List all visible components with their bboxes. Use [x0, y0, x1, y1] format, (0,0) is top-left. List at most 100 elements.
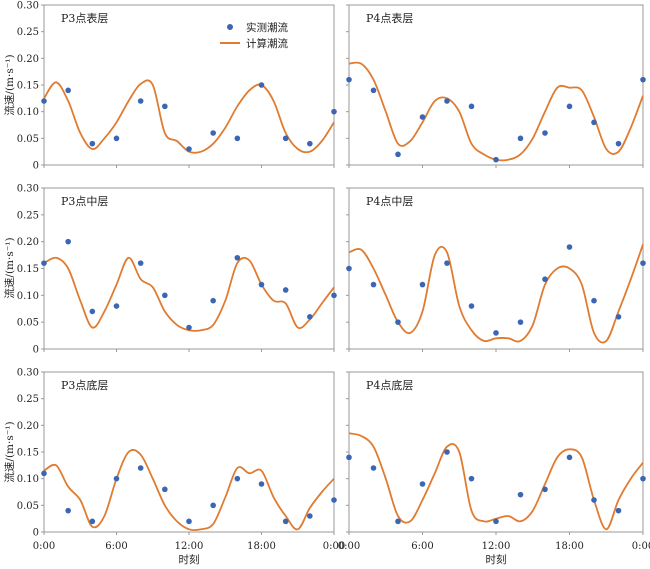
- observed-point: [186, 146, 192, 152]
- observed-point: [162, 292, 168, 299]
- y-tick-label: 0.25: [17, 210, 39, 221]
- observed-point: [89, 140, 96, 147]
- observed-point: [615, 507, 622, 514]
- observed-point: [566, 454, 573, 461]
- observed-point: [162, 486, 168, 493]
- y-tick-label: 0.30: [17, 1, 39, 12]
- observed-point: [542, 276, 548, 283]
- y-tick-label: 0.20: [17, 237, 39, 248]
- x-axis-title: 时刻: [486, 553, 507, 566]
- observed-point: [282, 518, 289, 525]
- observed-point: [591, 497, 597, 503]
- observed-point: [307, 140, 313, 147]
- observed-point: [419, 281, 426, 288]
- observed-point: [258, 82, 265, 88]
- observed-point: [89, 518, 96, 525]
- observed-point: [468, 303, 475, 309]
- observed-point: [615, 314, 622, 320]
- observed-point: [137, 260, 144, 266]
- y-tick-label: 0.05: [17, 501, 39, 512]
- observed-point: [395, 518, 401, 525]
- observed-point: [282, 135, 289, 142]
- observed-point: [370, 87, 377, 94]
- observed-point: [234, 475, 241, 482]
- observed-point: [89, 308, 96, 315]
- y-tick-label: 0.05: [17, 134, 39, 145]
- x-tick-label: 0:00: [338, 541, 360, 552]
- observed-point: [331, 292, 337, 299]
- panel-1: 0 0.05 0.10 0.15 0.20 0.25 0.30 P3点表层: [17, 1, 337, 172]
- y-tick-label: 0.10: [17, 107, 39, 118]
- observed-point: [346, 76, 352, 83]
- x-axis-title: 时刻: [179, 553, 200, 566]
- observed-point: [468, 103, 475, 110]
- y-tick-label: 0.10: [17, 291, 39, 302]
- observed-point: [210, 502, 216, 509]
- y-tick-label: 0.30: [17, 184, 39, 195]
- observed-point: [41, 470, 47, 477]
- observed-point: [493, 518, 499, 525]
- x-tick-label: 18:00: [555, 541, 584, 552]
- computed-series-line: [43, 79, 335, 154]
- panel-3: 0 0.05 0.10 0.15 0.20 0.25 0.30 P3点中层: [17, 184, 337, 356]
- observed-point: [640, 76, 646, 83]
- observed-point: [65, 87, 71, 94]
- observed-point: [113, 135, 120, 142]
- computed-series-line: [43, 449, 335, 532]
- observed-point: [346, 454, 352, 461]
- observed-point: [331, 108, 337, 115]
- y-tick-label: 0.25: [17, 27, 39, 38]
- x-tick-label: 6:00: [411, 541, 433, 552]
- observed-point: [41, 98, 47, 104]
- y-tick-label: 0.15: [17, 81, 39, 92]
- plot-frame: [348, 4, 644, 166]
- observed-point: [395, 319, 401, 325]
- observed-point: [493, 330, 499, 336]
- panels: 0 0.05 0.10 0.15 0.20 0.25 0.30 P3点表层 P4点表层 0 0.05…: [17, 1, 650, 553]
- observed-point: [65, 238, 71, 245]
- observed-point: [517, 491, 524, 498]
- observed-point: [566, 244, 573, 250]
- computed-series-line: [43, 256, 335, 332]
- plot-frame: [348, 371, 644, 533]
- observed-point: [307, 513, 313, 519]
- observed-point: [162, 103, 168, 110]
- observed-point: [395, 151, 401, 158]
- y-axis-title: 流速/(m·s⁻¹): [3, 54, 16, 115]
- x-tick-label: 12:00: [175, 541, 204, 552]
- observed-point: [113, 303, 120, 309]
- y-tick-label: 0.15: [17, 448, 39, 459]
- observed-point: [517, 319, 524, 325]
- observed-point: [186, 324, 192, 331]
- computed-series-line: [348, 244, 644, 344]
- observed-point: [234, 254, 241, 261]
- panel-6: 0:00 6:00 12:00 18:00 0:00 P4点底层: [338, 371, 650, 552]
- panel-title: P4点底层: [366, 378, 413, 392]
- panel-title: P3点底层: [61, 378, 108, 392]
- panel-2: P4点表层: [346, 4, 646, 168]
- y-tick-label: 0.10: [17, 474, 39, 485]
- observed-point: [542, 486, 548, 493]
- legend-computed-label: 计算潮流: [246, 37, 288, 50]
- observed-point: [517, 135, 524, 142]
- y-tick-label: 0.25: [17, 394, 39, 405]
- y-tick-label: 0: [33, 528, 39, 539]
- observed-point: [258, 481, 265, 487]
- observed-point: [186, 518, 192, 525]
- observed-point: [346, 265, 352, 272]
- observed-point: [137, 465, 144, 471]
- y-tick-label: 0.15: [17, 264, 39, 275]
- observed-point: [444, 449, 450, 455]
- panel-5: 0 0.05 0.10 0.15 0.20 0.25 0.30 0:00 6:00 12:00 18…: [17, 368, 346, 553]
- plot-frame: [43, 371, 335, 533]
- observed-point: [419, 114, 426, 120]
- observed-point: [615, 140, 622, 147]
- observed-point: [137, 98, 144, 104]
- panel-title: P4点中层: [366, 195, 413, 208]
- observed-point: [113, 475, 120, 482]
- observed-point: [591, 119, 597, 126]
- panel-title: P3点表层: [61, 11, 108, 25]
- observed-point: [210, 130, 216, 136]
- observed-point: [210, 297, 216, 304]
- observed-point: [307, 314, 313, 320]
